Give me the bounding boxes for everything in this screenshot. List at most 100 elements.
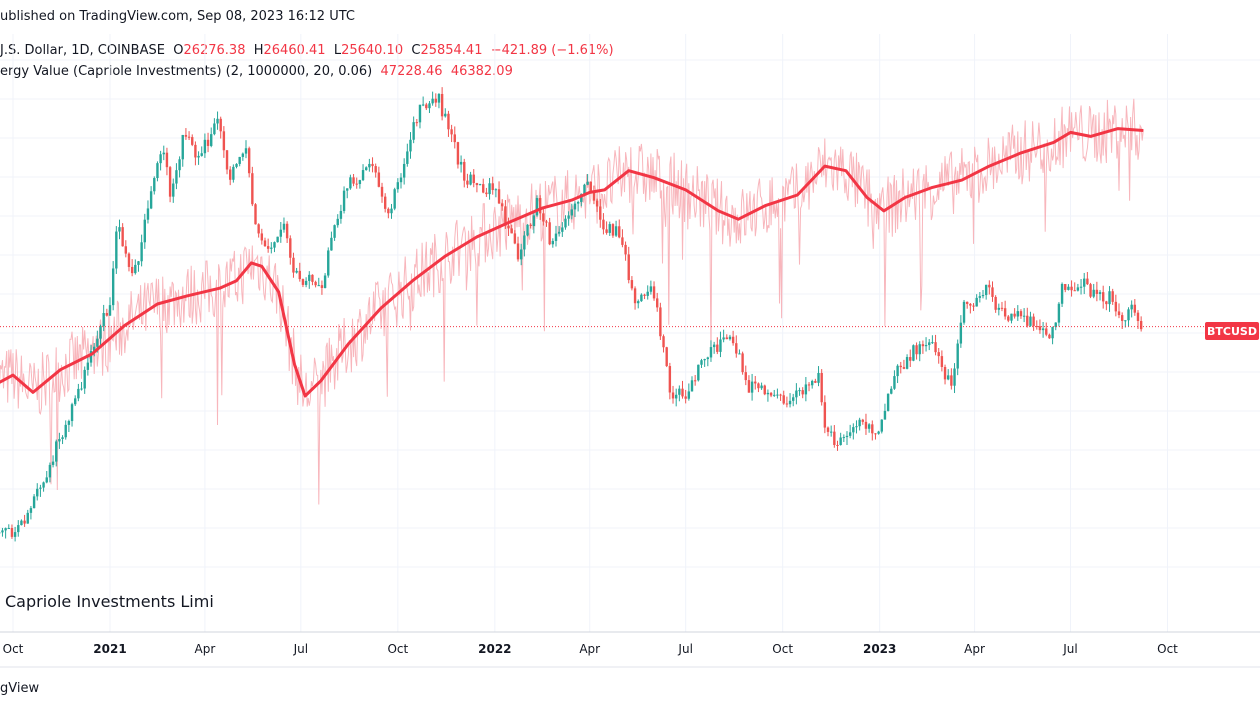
candle-body	[55, 441, 58, 462]
btc-candle	[336, 214, 339, 228]
candle-body	[608, 224, 611, 233]
btc-candle	[320, 280, 324, 295]
candle-body	[339, 210, 343, 219]
candle-body	[896, 365, 899, 377]
candle-body	[92, 346, 96, 351]
btc-candle	[845, 431, 849, 446]
indicator-description: ergy Value (Capriole Investments) (2, 10…	[0, 64, 373, 79]
btc-candle	[32, 494, 36, 509]
candle-body	[924, 345, 928, 347]
candle-body	[279, 229, 283, 237]
candle-body	[804, 384, 808, 395]
btc-candle	[7, 524, 10, 530]
candle-body	[624, 244, 627, 255]
candle-body	[890, 388, 893, 394]
candle-body	[1022, 315, 1026, 317]
candle-body	[17, 525, 20, 533]
btc-candle	[519, 243, 523, 266]
chart-grid	[0, 34, 1260, 632]
candle-body	[969, 303, 972, 306]
btc-candle	[722, 329, 725, 343]
btc-candle	[618, 219, 621, 239]
candle-body	[962, 301, 966, 323]
candle-body	[576, 201, 580, 204]
btc-candle	[225, 149, 229, 175]
candle-body	[652, 286, 656, 299]
btc-candle	[1130, 300, 1133, 318]
btc-candle	[266, 238, 270, 253]
candle-body	[583, 184, 586, 195]
btc-candle	[700, 358, 703, 369]
btc-candle	[833, 425, 836, 448]
candle-body	[523, 235, 526, 250]
candle-body	[361, 170, 365, 181]
candle-body	[26, 512, 29, 524]
btc-candle	[782, 390, 785, 405]
btc-candle	[475, 182, 479, 193]
btc-candle	[1133, 299, 1137, 316]
candle-body	[861, 419, 865, 422]
btc-candle	[621, 229, 624, 248]
candle-body	[475, 183, 479, 186]
btc-candle	[349, 174, 352, 190]
btc-candle	[23, 514, 26, 527]
btc-candle	[425, 102, 428, 111]
candle-body	[871, 424, 874, 434]
candle-body	[96, 338, 99, 347]
btc-candle	[570, 203, 574, 220]
x-tick-label: 2023	[863, 642, 896, 656]
btc-candle	[393, 187, 396, 211]
btc-candle	[652, 281, 656, 301]
change-value: −421.89 (−1.61%)	[490, 43, 614, 58]
btc-candle	[365, 166, 368, 171]
btc-candle	[716, 337, 719, 355]
btc-candle	[346, 188, 349, 199]
btc-candle	[886, 393, 890, 412]
btc-candle	[168, 165, 172, 203]
candle-body	[918, 344, 921, 355]
btc-candle	[779, 393, 782, 401]
candle-body	[586, 181, 589, 185]
btc-candle	[45, 471, 48, 484]
candle-body	[187, 136, 191, 138]
btc-candle	[1105, 300, 1108, 311]
candle-body	[61, 437, 64, 440]
candle-body	[149, 191, 153, 209]
time-axis[interactable]: Oct 2021 Apr Jul Oct 2022 Apr Jul Oct 2023 Apr Jul O…	[3, 642, 1179, 656]
candle-body	[10, 528, 14, 537]
candle-body	[542, 213, 545, 222]
btc-candle	[592, 185, 596, 205]
btc-candle	[1095, 281, 1099, 302]
candle-body	[4, 528, 7, 531]
energy-value-series	[0, 127, 1144, 398]
candle-body	[377, 172, 381, 187]
btc-candle	[1051, 326, 1054, 345]
indicator-legend[interactable]: ergy Value (Capriole Investments) (2, 10…	[0, 64, 513, 79]
btc-candle	[994, 295, 997, 313]
btc-candle	[130, 259, 134, 277]
candle-body	[703, 359, 706, 361]
btc-candle	[507, 217, 510, 236]
btc-candle	[377, 166, 381, 188]
candle-body	[219, 118, 222, 132]
candle-body	[763, 385, 766, 395]
btc-candle	[937, 347, 940, 364]
btc-candle	[769, 391, 773, 398]
btc-candle	[74, 395, 77, 407]
candle-body	[674, 394, 678, 399]
candle-body	[244, 148, 248, 154]
btc-candle	[516, 236, 520, 262]
candle-body	[716, 344, 719, 352]
candle-body	[251, 173, 254, 205]
btc-candle	[548, 217, 551, 246]
btc-candle	[1032, 313, 1035, 331]
btc-candle	[554, 225, 558, 247]
candle-body	[83, 369, 86, 389]
candle-body	[390, 208, 393, 214]
symbol-legend[interactable]: J.S. Dollar, 1D, COINBASE O26276.38 H264…	[0, 43, 614, 58]
watermark-text: Capriole Investments Limi	[5, 592, 214, 611]
btc-candle	[194, 141, 197, 166]
candle-body	[984, 284, 988, 296]
candle-body	[1120, 315, 1124, 321]
